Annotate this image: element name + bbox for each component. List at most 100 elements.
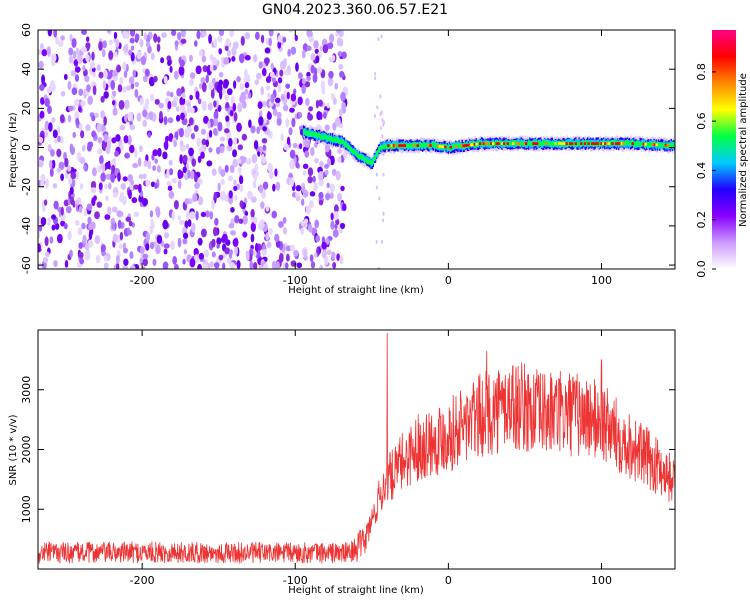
spectrogram-noise-point <box>307 113 314 121</box>
spectrogram-noise-point <box>233 111 238 122</box>
spectrogram-noise-point <box>178 170 184 179</box>
spectrogram-noise-point <box>129 30 136 37</box>
spectrogram-noise-point <box>340 185 345 192</box>
spectrogram-noise-point <box>198 49 204 57</box>
spectrogram-noise-point <box>272 183 276 192</box>
spectrogram-ridge-cell <box>420 143 423 148</box>
spectrogram-noise-point <box>70 171 77 180</box>
spectrogram-noise-point <box>252 262 258 269</box>
snr-series-line <box>38 332 675 564</box>
spectrogram-noise-point <box>86 143 92 152</box>
spectrogram-ridge-cell <box>477 140 480 145</box>
spectrogram-noise-point <box>185 143 190 149</box>
spectrogram-noise-point <box>300 198 305 206</box>
y-tick-label: 2000 <box>20 436 33 464</box>
spectrogram-noise-point <box>163 75 168 85</box>
spectrogram-noise-point <box>116 64 122 73</box>
spectrogram-noise-point <box>71 87 78 96</box>
spectrogram-noise-point <box>188 147 194 157</box>
x-tick-label: -100 <box>283 574 308 587</box>
spectrogram-ridge-cell <box>373 156 376 161</box>
spectrogram-noise-point <box>38 60 44 69</box>
spectrogram-noise-point <box>332 97 337 105</box>
spectrogram-noise-point <box>286 136 291 146</box>
spectrogram-noise-point <box>180 98 185 106</box>
spectrogram-noise-point <box>152 258 157 266</box>
spectrogram-ridge-cell <box>306 130 308 135</box>
spectrogram-noise-point <box>78 106 82 113</box>
spectrogram-noise-point <box>245 158 252 165</box>
spectrogram-noise-point <box>183 249 188 255</box>
spectrogram-noise-point <box>194 182 200 189</box>
spectrogram-noise-point <box>118 195 125 203</box>
snr-y-ticks: 1000 2000 3000 <box>20 376 675 523</box>
spectrogram-noise-point <box>158 102 165 109</box>
spectrogram-noise-point <box>168 190 175 199</box>
spectrogram-noise-point <box>85 124 91 132</box>
spectrogram-noise-point <box>314 252 318 258</box>
spectrogram-ridge-cell <box>362 155 365 160</box>
spectrogram-noise-point <box>200 228 207 238</box>
colorbar-tick-label: 0.8 <box>695 63 708 81</box>
spectrogram-ridge-cell <box>451 143 454 148</box>
spectrogram-noise-point <box>181 92 186 100</box>
spectrogram-noise-point <box>142 253 149 260</box>
spectrogram-noise-point <box>156 210 161 218</box>
spectrogram-noise-point <box>258 184 263 194</box>
spectrogram-noise-point <box>71 38 77 48</box>
spectrogram-noise-point <box>81 46 87 53</box>
spectrogram-noise-point <box>63 222 68 230</box>
spectrogram-ridge-cell <box>556 141 559 147</box>
spectrogram-noise-point <box>83 164 88 171</box>
snr-frame <box>37 329 676 570</box>
spectrogram-hot-cell <box>631 142 634 145</box>
spectrogram-noise-point <box>252 180 257 189</box>
spectrogram-noise-point <box>279 60 286 70</box>
spectrogram-ridge-cell <box>448 146 451 151</box>
spectrogram-noise-point <box>63 73 68 81</box>
spectrogram-noise-point <box>255 31 260 40</box>
spectrogram-noise-point <box>250 222 256 232</box>
spectrogram-noise-point <box>314 157 319 164</box>
spectrogram-noise-point <box>305 97 310 107</box>
spectrogram-noise-point <box>308 106 314 112</box>
spectrogram-noise-point <box>288 30 294 33</box>
spectrogram-noise-point <box>317 99 323 107</box>
spectrogram-ridge-cell <box>540 142 543 147</box>
spectrogram-noise-point <box>313 40 319 49</box>
spectrogram-noise-point <box>261 190 267 199</box>
spectrogram-hot-cell <box>394 144 397 147</box>
spectrogram-ridge-cell <box>425 143 427 148</box>
spectrogram-noise-point <box>336 148 343 154</box>
spectrogram-ridge-cell <box>318 132 321 137</box>
spectrogram-noise-point <box>114 150 120 157</box>
spectrogram-noise-point <box>160 57 165 64</box>
spectrogram-noise-point <box>267 162 273 173</box>
spectrogram-noise-point <box>278 252 284 263</box>
spectrogram-noise-point <box>237 167 242 174</box>
spectrogram-ridge-cell <box>538 141 541 146</box>
spectrogram-noise-point <box>195 210 199 221</box>
spectrogram-noise-point <box>97 136 103 144</box>
spectrogram-noise-point <box>230 96 235 105</box>
spectrogram-ridge-cell <box>541 141 544 149</box>
spectrogram-noise-point <box>244 32 251 40</box>
spectrogram-noise-point <box>144 68 150 77</box>
spectrogram-ridge-cell <box>409 143 411 149</box>
spectrogram-hot-cell <box>475 142 478 146</box>
spectrogram-noise-point <box>113 51 118 58</box>
spectrogram-noise-point <box>374 114 377 119</box>
spectrogram-noise-point <box>189 79 194 87</box>
spectrogram-noise-point <box>236 76 241 83</box>
spectrogram-noise-point <box>141 266 146 269</box>
spectrogram-noise-point <box>100 110 106 119</box>
colorbar-tick-label: 0.0 <box>695 260 708 278</box>
spectrogram-ridge-cell <box>377 148 380 153</box>
spectrogram-noise-point <box>87 216 92 225</box>
spectrogram-noise-point <box>205 74 209 84</box>
spectrogram-ridge-cell <box>672 141 675 147</box>
spectrogram-noise-point <box>218 254 224 261</box>
spectrogram-hot-cell <box>502 142 506 145</box>
spectrogram-ridge-cell <box>458 143 460 148</box>
spectrogram-ridge-cell <box>324 135 326 140</box>
